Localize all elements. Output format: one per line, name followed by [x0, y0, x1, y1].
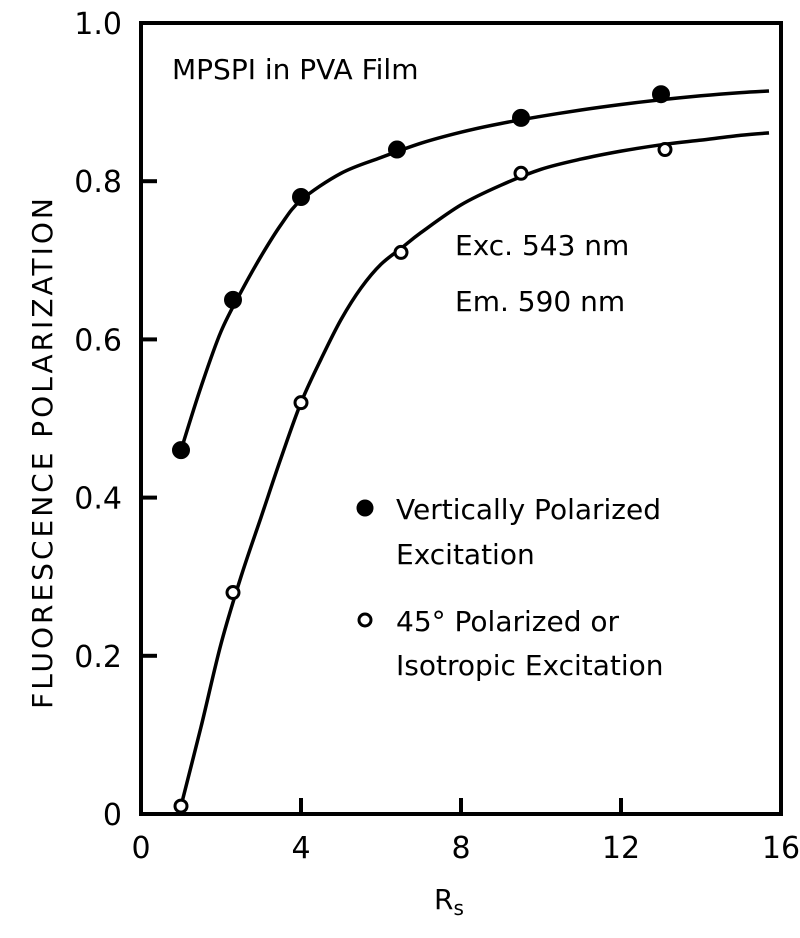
series-1-point	[224, 290, 242, 309]
y-tick-label: 0.6	[74, 323, 122, 358]
x-axis-label-sub: s	[453, 896, 463, 920]
y-tick-label: 0.2	[74, 640, 122, 675]
series-2-point	[173, 798, 189, 814]
x-axis-label: Rs	[434, 883, 464, 920]
x-tick-label: 12	[602, 831, 640, 866]
series-1-point	[388, 140, 406, 159]
series-2-point	[293, 395, 309, 411]
series-2-point	[513, 165, 529, 181]
series-1-point	[652, 85, 670, 104]
legend: Vertically Polarized Excitation 45° Pola…	[356, 493, 664, 682]
y-tick-label: 1.0	[74, 7, 122, 42]
legend-marker-filled	[356, 499, 374, 517]
series-2-curve	[179, 131, 770, 807]
series-1-curve	[179, 89, 770, 451]
x-tick-label: 8	[451, 831, 470, 866]
y-axis-label: FLUORESCENCE POLARIZATION	[26, 195, 59, 709]
series-2-point	[657, 142, 673, 158]
series-2-point	[393, 244, 409, 260]
y-tick-label: 0	[103, 798, 122, 833]
sample-annotation: MPSPI in PVA Film	[172, 53, 419, 86]
y-tick-label: 0.8	[74, 165, 122, 200]
series-1-point	[172, 441, 190, 460]
axis-tick-labels: 0 4 8 12 16 0 0.2 0.4 0.6 0.8 1.0	[74, 7, 800, 866]
y-tick-label: 0.4	[74, 482, 122, 517]
series-points	[172, 85, 673, 814]
series-2-point	[225, 585, 241, 601]
x-tick-label: 0	[131, 831, 150, 866]
series-1-point	[512, 108, 530, 127]
x-tick-label: 16	[762, 831, 800, 866]
x-tick-label: 4	[291, 831, 310, 866]
legend-series-2-line2: Isotropic Excitation	[396, 649, 664, 682]
series-curves	[179, 89, 770, 807]
x-axis-label-main: R	[434, 883, 453, 916]
legend-series-2-line1: 45° Polarized or	[396, 605, 620, 638]
legend-marker-open	[357, 612, 373, 628]
legend-series-1-line1: Vertically Polarized	[396, 493, 661, 526]
excitation-annotation: Exc. 543 nm	[455, 229, 629, 262]
series-1-point	[292, 188, 310, 207]
legend-series-1-line2: Excitation	[396, 538, 535, 571]
emission-annotation: Em. 590 nm	[455, 285, 625, 318]
axis-ticks	[141, 179, 623, 814]
